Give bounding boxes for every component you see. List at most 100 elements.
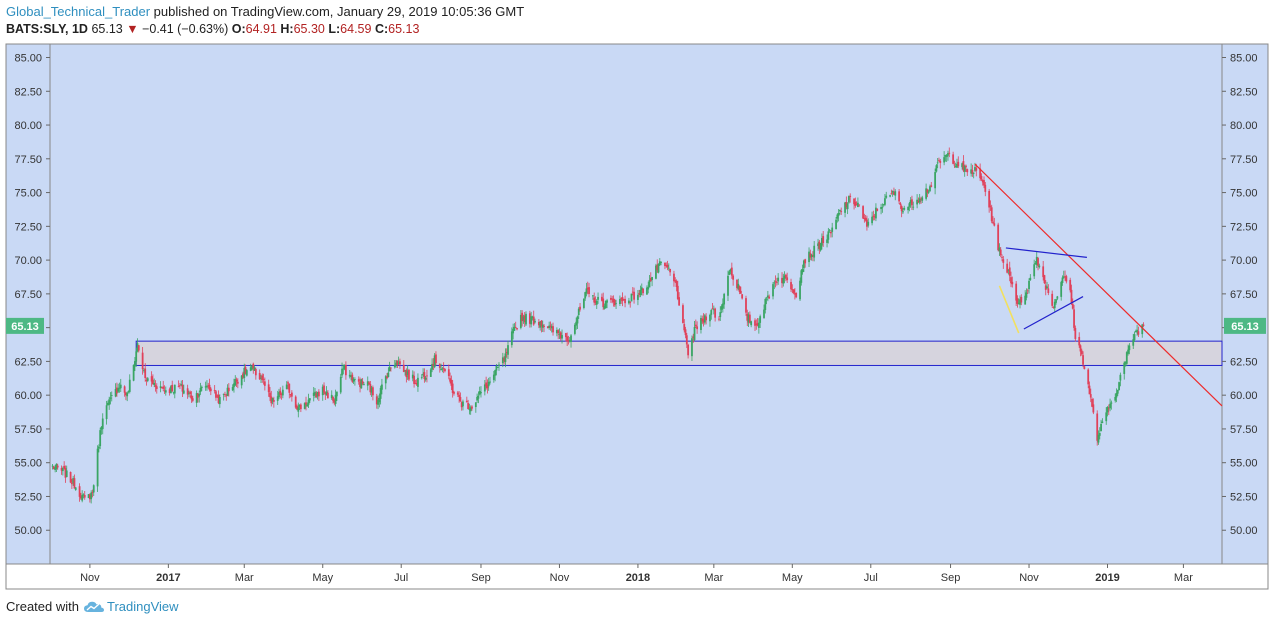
footer: Created with TradingView xyxy=(6,599,179,614)
candle xyxy=(1053,299,1056,312)
candle xyxy=(651,276,653,287)
candle xyxy=(1136,324,1138,336)
candle-body xyxy=(791,289,794,291)
candle xyxy=(162,380,165,392)
candle xyxy=(719,306,722,321)
candle xyxy=(153,378,156,388)
candle xyxy=(137,344,140,353)
candle xyxy=(199,382,202,395)
candle xyxy=(827,227,830,244)
candle-body xyxy=(943,157,946,163)
candle xyxy=(862,205,864,220)
candle xyxy=(396,360,399,369)
candle-body xyxy=(397,362,400,364)
candle xyxy=(800,269,803,286)
candle xyxy=(601,293,603,302)
candle-body xyxy=(396,360,399,365)
candle xyxy=(127,390,130,394)
candle-body xyxy=(326,392,329,399)
candle-body xyxy=(702,318,705,323)
candle-body xyxy=(105,405,108,420)
candle xyxy=(307,393,310,408)
candle-body xyxy=(998,247,1001,252)
candle xyxy=(314,388,316,399)
candle-body xyxy=(550,326,553,329)
candle xyxy=(993,217,996,227)
candle xyxy=(849,193,852,203)
candle-body xyxy=(993,223,996,226)
candle xyxy=(817,238,819,251)
candle-body xyxy=(622,299,625,301)
candle-body xyxy=(213,390,216,392)
candle-body xyxy=(180,384,183,385)
candle-body xyxy=(1017,302,1020,304)
candle-body xyxy=(629,302,632,303)
candle-body xyxy=(110,395,113,396)
candle-body xyxy=(433,355,436,368)
candle xyxy=(936,157,939,169)
candle-body xyxy=(303,403,306,409)
candle-body xyxy=(700,317,702,330)
candle-body xyxy=(451,383,454,394)
candle xyxy=(1043,274,1046,285)
candle-body xyxy=(543,325,545,327)
candle xyxy=(885,191,888,199)
candle-body xyxy=(78,486,81,497)
candle xyxy=(711,302,714,310)
candle xyxy=(297,402,300,418)
candle xyxy=(898,188,900,204)
candle-body xyxy=(487,381,490,387)
candle-body xyxy=(1109,403,1111,409)
candle-body xyxy=(818,241,821,249)
candle-body xyxy=(757,322,760,328)
candle xyxy=(866,215,868,231)
candle xyxy=(908,201,911,212)
candle-body xyxy=(1053,301,1056,309)
candle xyxy=(693,320,696,342)
candle-body xyxy=(1055,299,1057,303)
candle xyxy=(891,190,894,197)
candle-body xyxy=(55,463,58,470)
author-link[interactable]: Global_Technical_Trader xyxy=(6,4,151,19)
candle xyxy=(1025,288,1028,301)
candle-body xyxy=(918,198,921,203)
candle xyxy=(854,197,857,208)
candle-body xyxy=(117,388,120,392)
change-value: −0.41 (−0.63%) xyxy=(142,22,229,36)
candle-body xyxy=(820,238,823,246)
candle xyxy=(1029,274,1032,281)
candle-body xyxy=(705,316,708,321)
candle xyxy=(294,395,297,409)
high-value: 65.30 xyxy=(293,22,325,36)
candle-body xyxy=(468,408,471,410)
candle-body xyxy=(975,167,978,171)
y-tick-label-left: 50.00 xyxy=(14,525,42,537)
candle-body xyxy=(691,338,693,357)
candle xyxy=(516,327,518,331)
candle xyxy=(732,274,735,286)
candle-body xyxy=(420,377,423,379)
created-with-text: Created with xyxy=(6,599,79,614)
candle-body xyxy=(633,291,635,300)
candle xyxy=(998,243,1001,257)
candle xyxy=(597,292,599,304)
candle-body xyxy=(1025,292,1028,298)
candle xyxy=(555,327,558,337)
candle xyxy=(836,213,839,223)
candle xyxy=(180,380,183,387)
candle xyxy=(857,197,859,208)
tradingview-brand-link[interactable]: TradingView xyxy=(106,599,179,614)
candle-body xyxy=(245,370,248,376)
candle xyxy=(236,378,239,389)
y-tick-label-right: 75.00 xyxy=(1230,188,1258,200)
candle xyxy=(186,384,189,399)
candle xyxy=(1015,281,1018,307)
candle xyxy=(610,295,612,303)
candle xyxy=(298,404,301,411)
candle-body xyxy=(666,264,669,268)
candle xyxy=(350,371,352,381)
candle-body xyxy=(907,206,909,211)
candle-body xyxy=(1071,303,1074,309)
candle-body xyxy=(732,275,735,280)
